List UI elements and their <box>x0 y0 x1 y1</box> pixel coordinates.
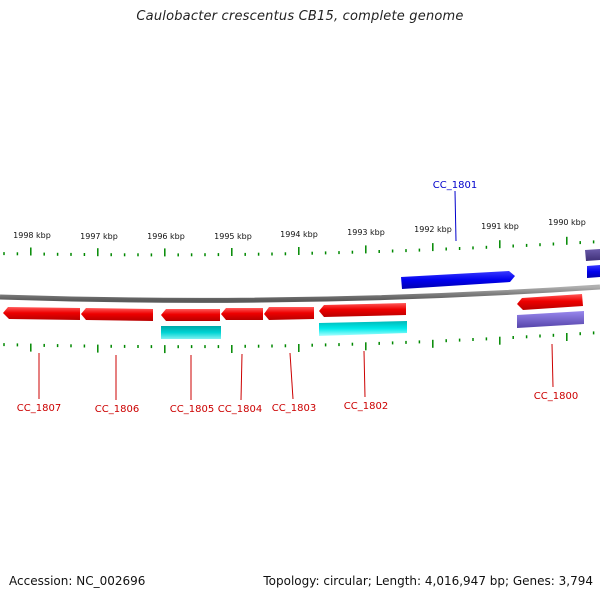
gene-label-cc-1800[interactable]: CC_1800 <box>534 391 578 402</box>
genome-backbone <box>0 284 600 303</box>
gene-cc-1803-reverse-arrow[interactable] <box>264 307 314 320</box>
kbp-label: 1997 kbp <box>80 232 118 241</box>
gene-cc-1802-leader <box>363 350 366 398</box>
gene-cc-1804-reverse-arrow[interactable] <box>221 308 263 320</box>
kbp-label: 1992 kbp <box>414 225 452 234</box>
genome-title: Caulobacter crescentus CB15, complete ge… <box>136 9 464 24</box>
gene-label-cc-1801[interactable]: CC_1801 <box>433 180 477 191</box>
kbp-label: 1994 kbp <box>280 230 318 239</box>
kbp-label: 1990 kbp <box>548 218 586 227</box>
gene-label-cc-1805[interactable]: CC_1805 <box>170 404 214 415</box>
kbp-label: 1993 kbp <box>347 228 385 237</box>
gene-cc-1801-forward-arrow[interactable] <box>401 271 515 289</box>
gene-cc-1800-leader <box>551 343 554 388</box>
gene-cc-1802-reverse-arrow[interactable] <box>319 303 406 317</box>
gene-label-cc-1802[interactable]: CC_1802 <box>344 401 388 412</box>
gene-cc-1801-leader <box>454 190 457 242</box>
gene-cc-1803-leader <box>289 352 294 400</box>
rna-feature[interactable] <box>319 321 407 336</box>
accession-text: Accession: NC_002696 <box>9 574 146 588</box>
gene-label-cc-1807[interactable]: CC_1807 <box>17 403 61 414</box>
forward-feature-partial[interactable] <box>585 249 600 261</box>
gene-cc-1805-reverse-arrow[interactable] <box>161 309 220 321</box>
kbp-label: 1991 kbp <box>481 222 519 231</box>
gene-cc-1800-reverse-arrow[interactable] <box>517 294 583 310</box>
misc-feature[interactable] <box>517 311 584 328</box>
genome-summary-text: Topology: circular; Length: 4,016,947 bp… <box>263 574 593 588</box>
kbp-label: 1998 kbp <box>13 231 51 240</box>
gene-cc-1804-leader <box>240 353 243 401</box>
forward-feature-partial[interactable] <box>587 265 600 278</box>
gene-cc-1807-reverse-arrow[interactable] <box>3 307 80 320</box>
gene-label-cc-1804[interactable]: CC_1804 <box>218 404 262 415</box>
gene-label-cc-1803[interactable]: CC_1803 <box>272 403 316 414</box>
outer-scale-ticks <box>3 236 595 257</box>
gene-label-cc-1806[interactable]: CC_1806 <box>95 404 139 415</box>
inner-scale-ticks <box>3 331 595 354</box>
rna-feature[interactable] <box>161 326 221 339</box>
kbp-label: 1996 kbp <box>147 232 185 241</box>
kbp-label: 1995 kbp <box>214 232 252 241</box>
gene-cc-1806-reverse-arrow[interactable] <box>81 308 153 321</box>
